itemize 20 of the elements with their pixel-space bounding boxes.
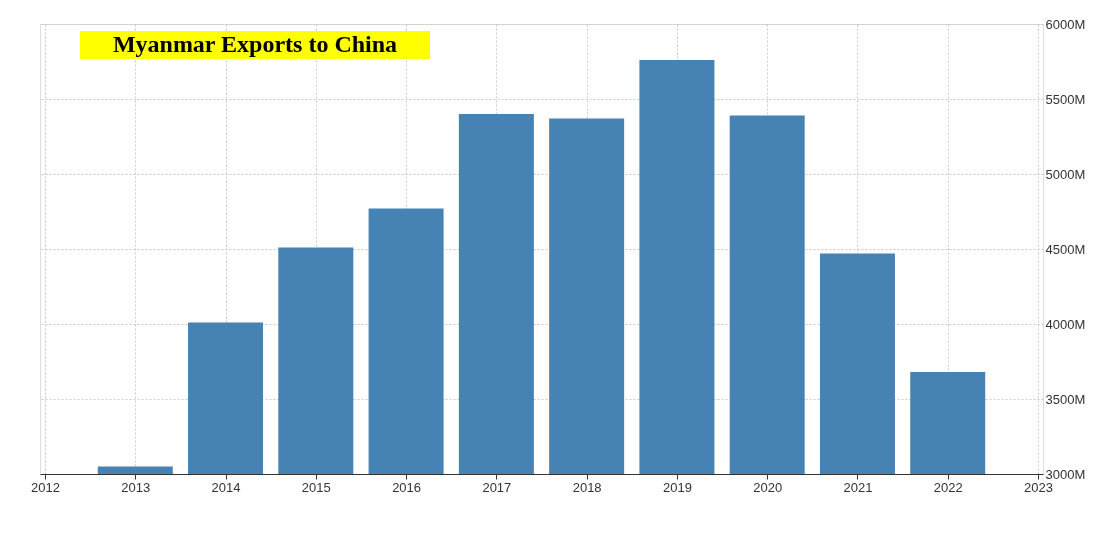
chart-title: Myanmar Exports to China <box>112 31 398 57</box>
x-tick-label: 2014 <box>211 479 241 495</box>
y-tick-label: 5500M <box>1045 91 1086 107</box>
x-tick-label: 2015 <box>301 479 331 495</box>
x-tick-label: 2021 <box>843 479 873 495</box>
y-tick-label: 4000M <box>1045 316 1086 332</box>
x-tick-label: 2019 <box>662 479 692 495</box>
y-tick-label: 3500M <box>1045 391 1086 407</box>
y-tick-label: 4500M <box>1045 241 1086 257</box>
x-tick-label: 2016 <box>392 479 422 495</box>
x-tick-label: 2017 <box>482 479 512 495</box>
x-tick-label: 2012 <box>31 479 60 495</box>
y-tick-label: 3000M <box>1045 466 1086 482</box>
y-tick-label: 5000M <box>1045 166 1086 182</box>
x-tick-label: 2022 <box>933 479 963 495</box>
x-tick-label: 2020 <box>753 479 783 495</box>
x-tick-label: 2018 <box>572 479 602 495</box>
y-tick-label: 6000M <box>1045 16 1086 32</box>
x-tick-label: 2023 <box>1024 479 1053 495</box>
x-tick-label: 2013 <box>121 479 151 495</box>
